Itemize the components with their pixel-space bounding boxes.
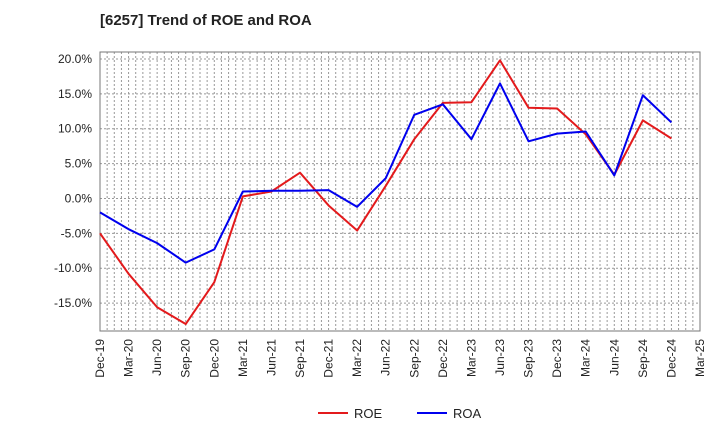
x-tick-label: Sep-22 — [407, 339, 421, 378]
grid-lines — [100, 52, 700, 331]
plot-area-frame — [99, 51, 701, 332]
x-tick-label: Jun-20 — [150, 339, 164, 376]
chart-title: [6257] Trend of ROE and ROA — [100, 12, 312, 29]
x-tick-label: Mar-25 — [693, 339, 707, 377]
legend: ROE ROA — [318, 406, 482, 421]
x-tick-label: Sep-20 — [179, 339, 193, 378]
x-tick-label: Mar-21 — [236, 339, 250, 377]
series-line-roa — [99, 82, 673, 264]
x-tick-label: Dec-22 — [436, 339, 450, 378]
x-tick-label: Jun-21 — [264, 339, 278, 376]
y-tick-label: -10.0% — [54, 261, 92, 275]
y-tick-label: -5.0% — [61, 226, 93, 240]
x-tick-label: Sep-23 — [522, 339, 536, 378]
y-axis-tick-labels: -15.0% -10.0% -5.0% 0.0% 5.0% 10.0% 15.0% 20.0% — [54, 52, 92, 310]
x-axis-tick-labels: Dec-19 Mar-20 Jun-20 Sep-20 Dec-20 Mar-21 Jun-… — [93, 339, 707, 378]
x-tick-label: Sep-21 — [293, 339, 307, 378]
y-tick-label: 5.0% — [65, 157, 93, 171]
x-tick-label: Mar-23 — [464, 339, 478, 377]
x-tick-label: Mar-22 — [350, 339, 364, 377]
y-tick-label: 10.0% — [58, 122, 92, 136]
x-tick-label: Dec-24 — [664, 339, 678, 378]
x-tick-label: Dec-23 — [550, 339, 564, 378]
x-tick-label: Dec-19 — [93, 339, 107, 378]
y-tick-label: 20.0% — [58, 52, 92, 66]
x-tick-label: Mar-20 — [122, 339, 136, 377]
x-tick-label: Jun-23 — [493, 339, 507, 376]
y-tick-label: 15.0% — [58, 87, 92, 101]
y-tick-label: 0.0% — [65, 191, 93, 205]
series-line-roe — [99, 59, 672, 326]
x-tick-label: Sep-24 — [636, 339, 650, 378]
y-tick-label: -15.0% — [54, 296, 92, 310]
x-tick-label: Dec-21 — [322, 339, 336, 378]
x-tick-label: Jun-22 — [379, 339, 393, 376]
x-tick-label: Dec-20 — [207, 339, 221, 378]
legend-label-roa: ROA — [453, 406, 482, 421]
legend-label-roe: ROE — [354, 406, 383, 421]
series-lines — [99, 59, 673, 326]
x-tick-label: Mar-24 — [579, 339, 593, 377]
x-tick-label: Jun-24 — [607, 339, 621, 376]
